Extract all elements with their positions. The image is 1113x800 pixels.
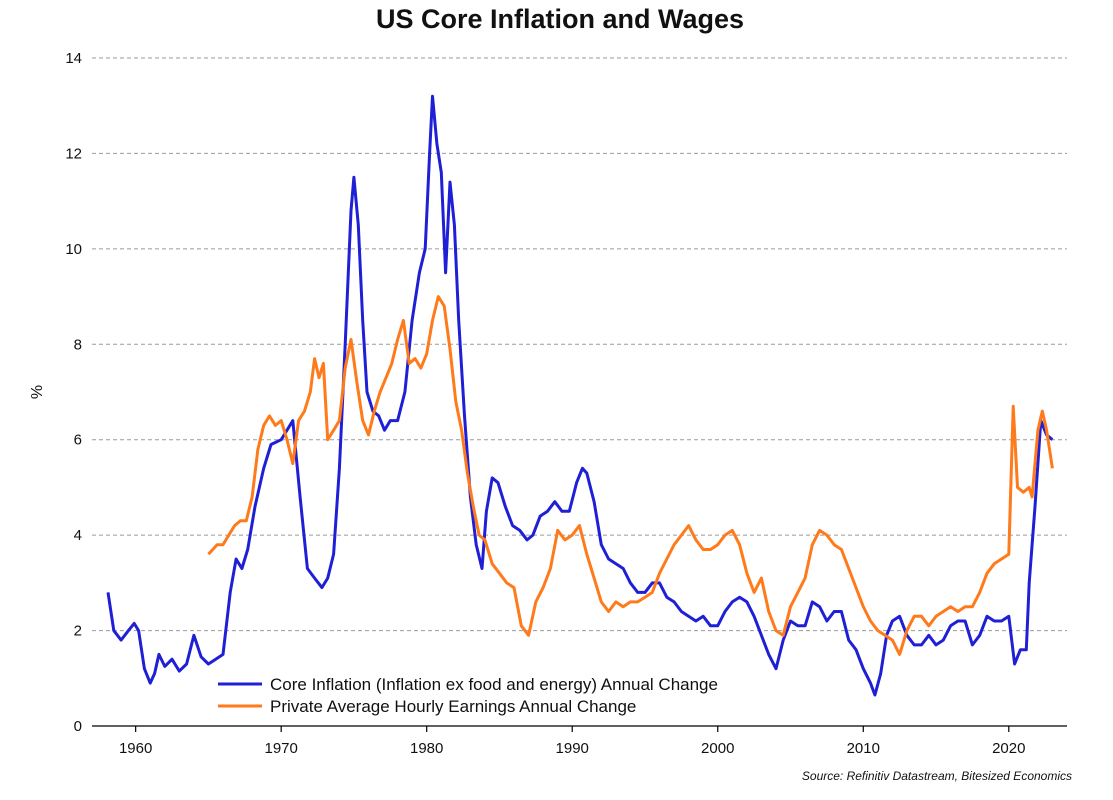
gridlines <box>92 57 1067 632</box>
y-axis-label: % <box>29 385 46 399</box>
y-tick-label: 6 <box>74 432 82 449</box>
x-tick-label: 1980 <box>410 740 443 757</box>
y-tick-label: 10 <box>65 241 82 258</box>
source-note: Source: Refinitiv Datastream, Bitesized … <box>802 769 1072 783</box>
legend-label-hourly-earnings: Private Average Hourly Earnings Annual C… <box>270 697 636 716</box>
y-tick-label: 12 <box>65 145 82 162</box>
series-line-hourly-earnings <box>207 295 1054 656</box>
x-tick-label: 2010 <box>847 740 880 757</box>
y-tick-label: 4 <box>74 527 82 544</box>
series-lines <box>106 94 1054 697</box>
series-line-core-inflation <box>106 94 1054 697</box>
x-tick-label: 1990 <box>556 740 589 757</box>
x-tick-label: 1970 <box>264 740 297 757</box>
y-tick-label: 8 <box>74 336 82 353</box>
x-tick-label: 1960 <box>119 740 152 757</box>
legend-label-core-inflation: Core Inflation (Inflation ex food and en… <box>270 675 718 694</box>
x-tick-label: 2000 <box>701 740 734 757</box>
legend: Core Inflation (Inflation ex food and en… <box>218 675 718 716</box>
chart-title: US Core Inflation and Wages <box>376 4 744 34</box>
y-tick-label: 2 <box>74 623 82 640</box>
x-axis-ticks: 1960 1970 1980 1990 2000 2010 2020 <box>119 726 1025 757</box>
x-tick-label: 2020 <box>992 740 1025 757</box>
y-tick-label: 0 <box>74 718 82 735</box>
y-tick-label: 14 <box>65 50 82 67</box>
y-axis-ticks: 0 2 4 6 8 10 12 14 <box>65 50 82 735</box>
